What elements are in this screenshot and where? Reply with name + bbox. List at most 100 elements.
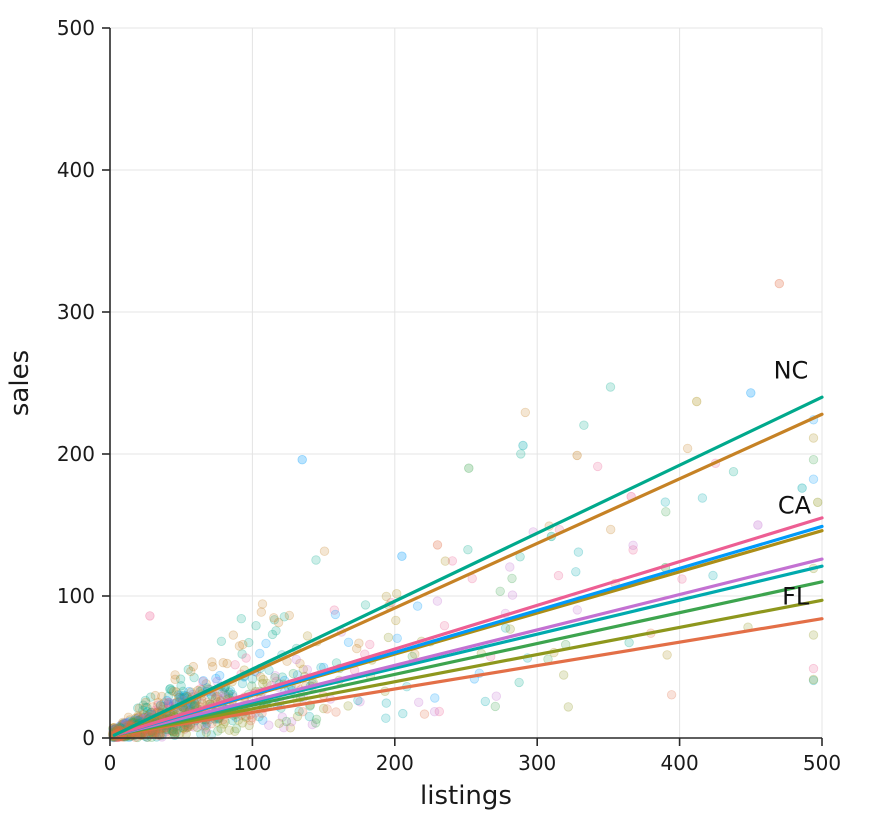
scatter-point bbox=[662, 650, 672, 660]
scatter-point bbox=[198, 676, 208, 687]
scatter-point bbox=[206, 730, 217, 740]
scatter-point bbox=[728, 467, 739, 477]
scatter-point bbox=[181, 729, 191, 739]
scatter-point bbox=[573, 547, 584, 557]
scatter-point bbox=[175, 690, 185, 700]
scatter-point bbox=[398, 708, 408, 719]
scatter-point bbox=[329, 605, 340, 615]
scatter-point bbox=[353, 695, 363, 706]
scatter-point bbox=[343, 637, 354, 648]
scatter-point bbox=[288, 668, 299, 679]
scatter-point bbox=[198, 676, 209, 686]
scatter-point bbox=[381, 591, 392, 602]
scatter-point bbox=[606, 524, 616, 535]
scatter-point bbox=[708, 570, 718, 581]
scatter-point bbox=[217, 687, 228, 698]
scatter-point bbox=[246, 716, 256, 726]
scatter-point bbox=[234, 641, 245, 651]
scatter-point bbox=[224, 687, 234, 697]
scatter-point bbox=[269, 615, 280, 625]
trend-line-series-3 bbox=[112, 516, 824, 737]
scatter-point bbox=[677, 574, 687, 584]
scatter-point bbox=[392, 589, 402, 599]
scatter-point bbox=[238, 639, 248, 650]
scatter-point bbox=[108, 723, 118, 733]
scatter-point bbox=[155, 730, 166, 740]
scatter-point bbox=[140, 695, 151, 706]
scatter-point bbox=[251, 621, 261, 631]
scatter-point bbox=[170, 674, 180, 685]
scatter-point bbox=[628, 540, 638, 551]
scatter-point bbox=[230, 726, 240, 737]
scatter-point-outlier bbox=[432, 540, 443, 550]
scatter-point bbox=[148, 702, 158, 712]
scatter-point bbox=[322, 704, 332, 714]
scatter-point bbox=[152, 730, 163, 740]
scatter-point bbox=[285, 723, 296, 733]
scatter-point bbox=[151, 732, 162, 742]
scatter-point bbox=[256, 607, 267, 617]
scatter-point bbox=[157, 691, 167, 702]
scatter-point bbox=[201, 727, 212, 738]
scatter-point bbox=[154, 730, 165, 740]
y-axis-label: sales bbox=[5, 350, 35, 416]
scatter-point bbox=[307, 719, 318, 730]
scatter-point bbox=[291, 654, 301, 665]
scatter-point bbox=[279, 723, 289, 733]
scatter-point bbox=[218, 658, 228, 668]
scatter-point bbox=[279, 612, 290, 622]
scatter-point bbox=[188, 661, 199, 672]
scatter-point bbox=[175, 692, 185, 702]
scatter-point bbox=[163, 691, 174, 702]
scatter-point bbox=[624, 637, 634, 648]
scatter-point bbox=[159, 698, 169, 708]
scatter-point bbox=[352, 643, 362, 654]
scatter-point bbox=[201, 679, 211, 689]
trend-line-series-9 bbox=[112, 598, 824, 737]
scatter-point bbox=[318, 703, 329, 714]
scatter-point bbox=[165, 684, 175, 694]
scatter-point bbox=[507, 573, 517, 584]
scatter-point bbox=[391, 615, 401, 626]
scatter-point bbox=[237, 649, 247, 659]
scatter-point bbox=[447, 556, 458, 566]
scatter-point bbox=[430, 693, 440, 703]
scatter-point bbox=[258, 715, 268, 725]
scatter-point bbox=[429, 707, 440, 717]
scatter-point bbox=[170, 670, 180, 680]
scatter-point bbox=[183, 664, 194, 675]
scatter-point bbox=[365, 639, 375, 650]
scatter-point bbox=[241, 653, 251, 663]
scatter-point bbox=[114, 721, 125, 732]
trend-line-series-6 bbox=[112, 557, 824, 737]
scatter-point bbox=[244, 637, 254, 648]
scatter-point bbox=[304, 711, 315, 722]
scatter-point bbox=[138, 700, 149, 710]
trend-line-series-1 bbox=[112, 395, 824, 737]
scatter-point bbox=[211, 673, 221, 684]
scatter-point bbox=[392, 633, 402, 644]
scatter-point bbox=[255, 648, 265, 659]
scatter-point bbox=[186, 687, 196, 697]
scatter-point bbox=[270, 673, 280, 683]
scatter-point bbox=[244, 720, 254, 731]
scatter-point bbox=[216, 636, 227, 647]
scatter-point-outlier bbox=[774, 278, 785, 289]
scatter-point bbox=[120, 718, 131, 728]
scatter-point bbox=[155, 700, 166, 710]
line-label-ca: CA bbox=[778, 492, 812, 520]
scatter-point bbox=[125, 715, 135, 725]
scatter-point bbox=[563, 702, 574, 712]
scatter-point bbox=[210, 692, 221, 703]
scatter-point bbox=[292, 711, 303, 722]
scatter-point bbox=[354, 638, 364, 648]
scatter-point bbox=[808, 455, 819, 465]
scatter-point bbox=[118, 717, 128, 728]
scatter-point bbox=[213, 726, 223, 736]
scatter-point bbox=[212, 691, 222, 702]
scatter-point bbox=[246, 681, 257, 691]
scatter-point bbox=[133, 703, 143, 713]
scatter-point bbox=[661, 507, 671, 517]
scatter-point-outlier bbox=[464, 463, 474, 473]
scatter-point bbox=[214, 670, 225, 681]
